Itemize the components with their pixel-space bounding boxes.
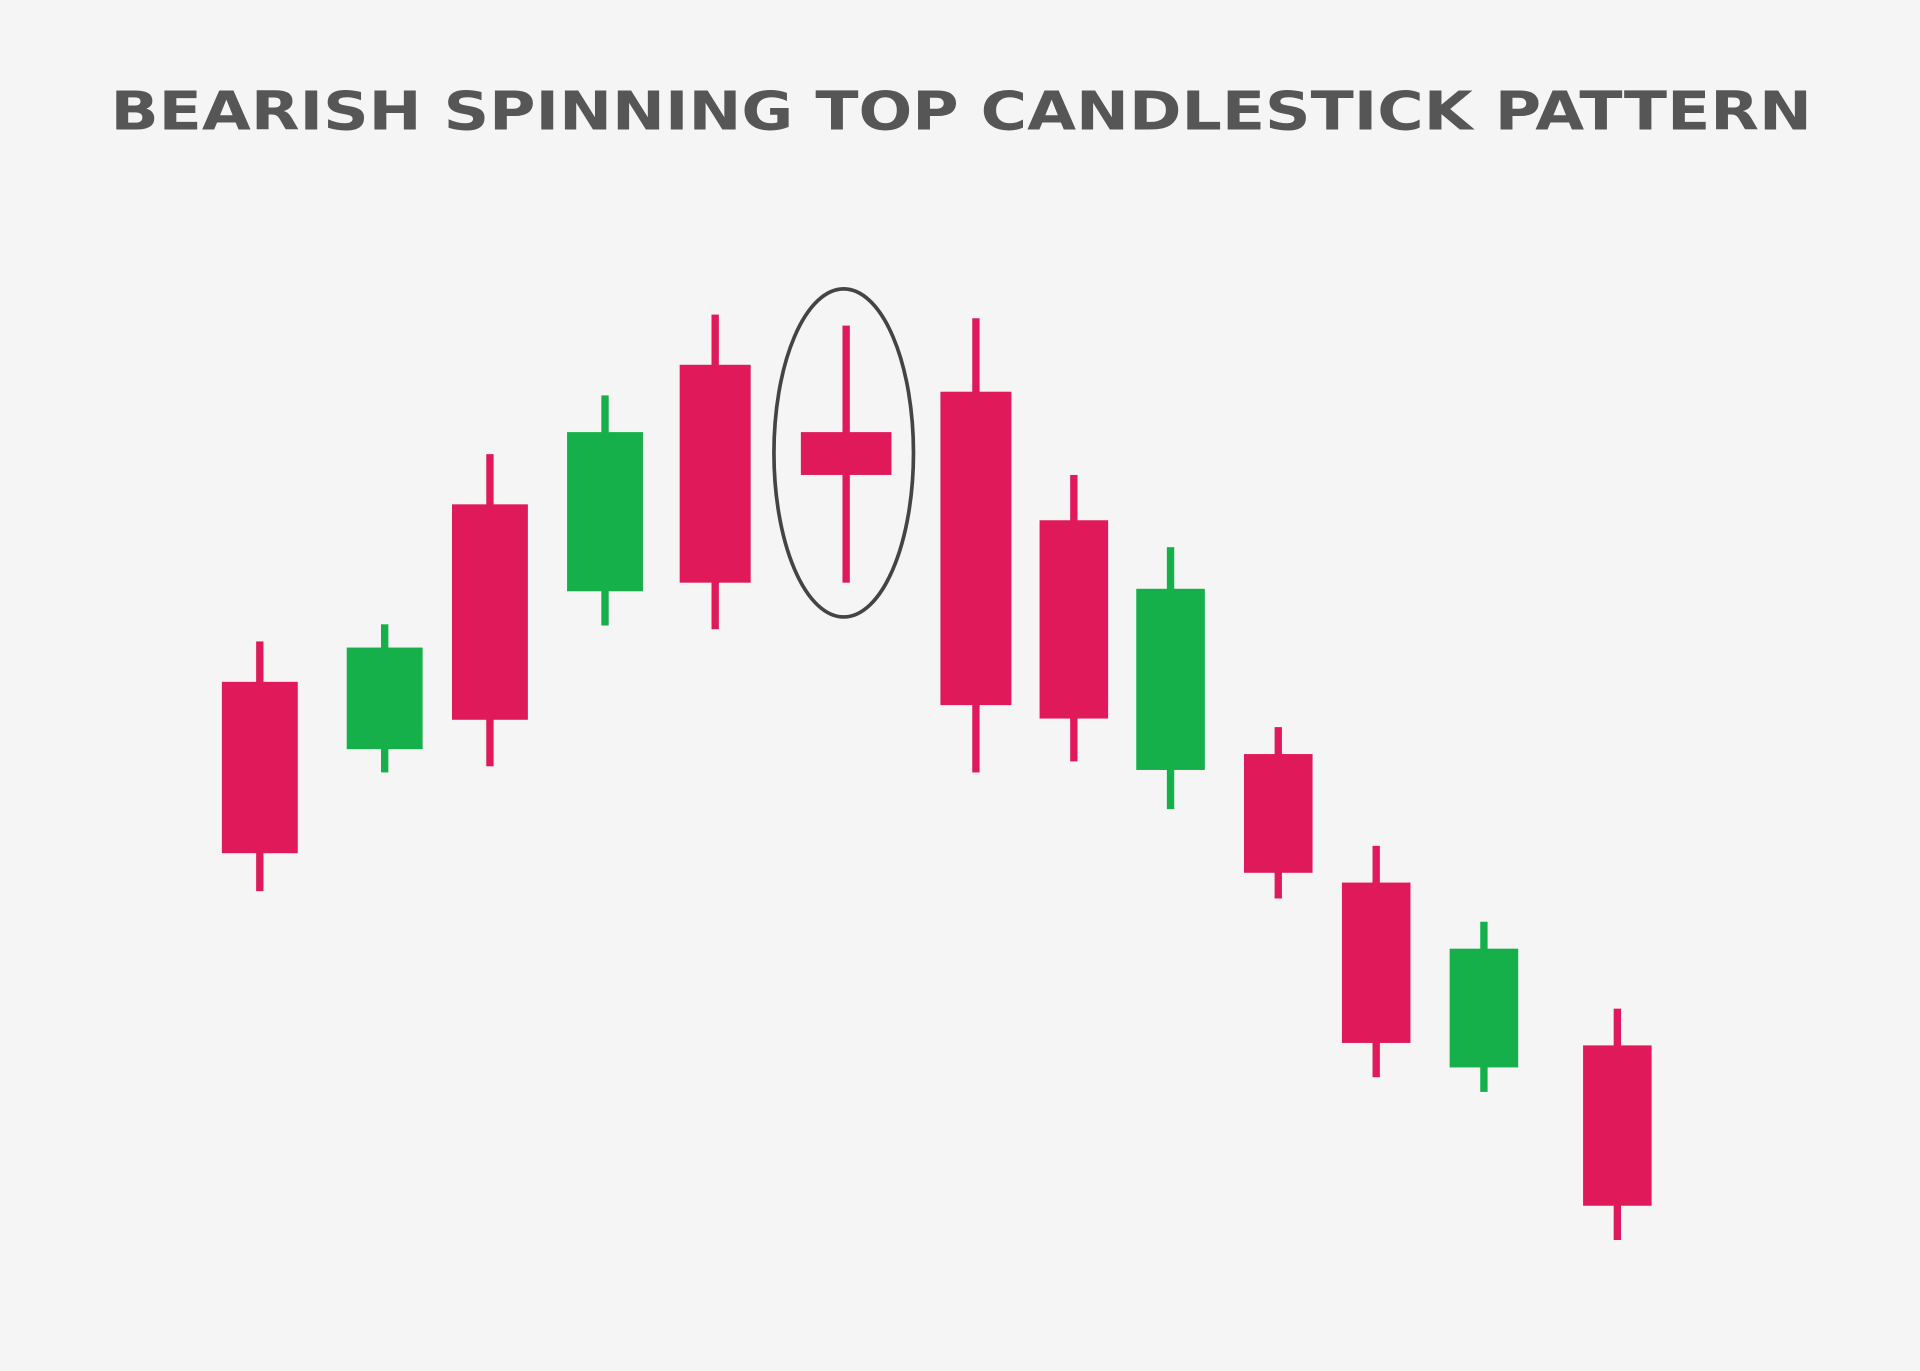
candle-body [567,432,643,592]
candle-body [940,391,1012,706]
candle-body [451,504,528,720]
candle-body [1243,754,1313,873]
candle-body [1341,882,1411,1043]
candle-body [800,432,892,475]
candle-body [1449,948,1519,1068]
candle-body [1583,1045,1652,1206]
candle-body [1039,520,1109,719]
candle-body [679,364,751,583]
candle-body [346,647,423,750]
candle-body [1136,588,1205,770]
highlight-ellipse [772,287,916,619]
candle-body [221,681,298,854]
chart-title: BEARISH SPINNING TOP CANDLESTICK PATTERN [110,80,1812,143]
